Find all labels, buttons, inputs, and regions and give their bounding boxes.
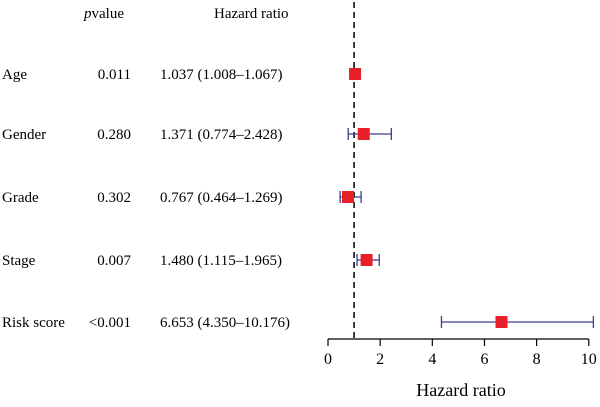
row-ci-group bbox=[339, 191, 362, 203]
row-hazard-ratio: 1.480 (1.115–1.965) bbox=[160, 253, 282, 269]
row-ci-group bbox=[440, 316, 595, 328]
x-tick-label: 10 bbox=[581, 351, 597, 368]
row-label: Gender bbox=[2, 127, 46, 143]
row-hazard-ratio: 6.653 (4.350–10.176) bbox=[160, 315, 290, 331]
x-tick-label: 8 bbox=[533, 351, 541, 368]
hr-marker bbox=[360, 254, 373, 266]
row-pvalue: <0.001 bbox=[89, 315, 131, 331]
row-label: Risk score bbox=[2, 315, 65, 331]
row-ci-group bbox=[347, 128, 392, 140]
hr-marker bbox=[342, 191, 355, 203]
x-tick-label: 6 bbox=[480, 351, 488, 368]
hazard-ratio-column-header: Hazard ratio bbox=[214, 6, 289, 22]
x-axis-label: Hazard ratio bbox=[416, 380, 505, 400]
row-hazard-ratio: 0.767 (0.464–1.269) bbox=[160, 190, 283, 206]
x-tick-label: 4 bbox=[428, 351, 436, 368]
pvalue-header-prefix: p bbox=[83, 6, 92, 22]
hr-marker bbox=[349, 68, 362, 80]
row-hazard-ratio: 1.037 (1.008–1.067) bbox=[160, 67, 283, 83]
row-label: Stage bbox=[2, 253, 36, 269]
hr-marker bbox=[357, 128, 370, 140]
row-pvalue: 0.280 bbox=[97, 127, 131, 143]
pvalue-column-header: pvalue bbox=[83, 6, 124, 22]
x-tick-label: 0 bbox=[324, 351, 332, 368]
row-pvalue: 0.007 bbox=[97, 253, 131, 269]
row-ci-group bbox=[349, 68, 362, 80]
row-label: Age bbox=[2, 67, 27, 83]
row-hazard-ratio: 1.371 (0.774–2.428) bbox=[160, 127, 283, 143]
hr-marker bbox=[495, 316, 508, 328]
pvalue-header-suffix: value bbox=[92, 6, 125, 22]
row-label: Grade bbox=[2, 190, 39, 206]
row-pvalue: 0.302 bbox=[97, 190, 131, 206]
row-ci-group bbox=[356, 254, 380, 266]
row-pvalue: 0.011 bbox=[98, 67, 131, 83]
x-tick-label: 2 bbox=[376, 351, 384, 368]
